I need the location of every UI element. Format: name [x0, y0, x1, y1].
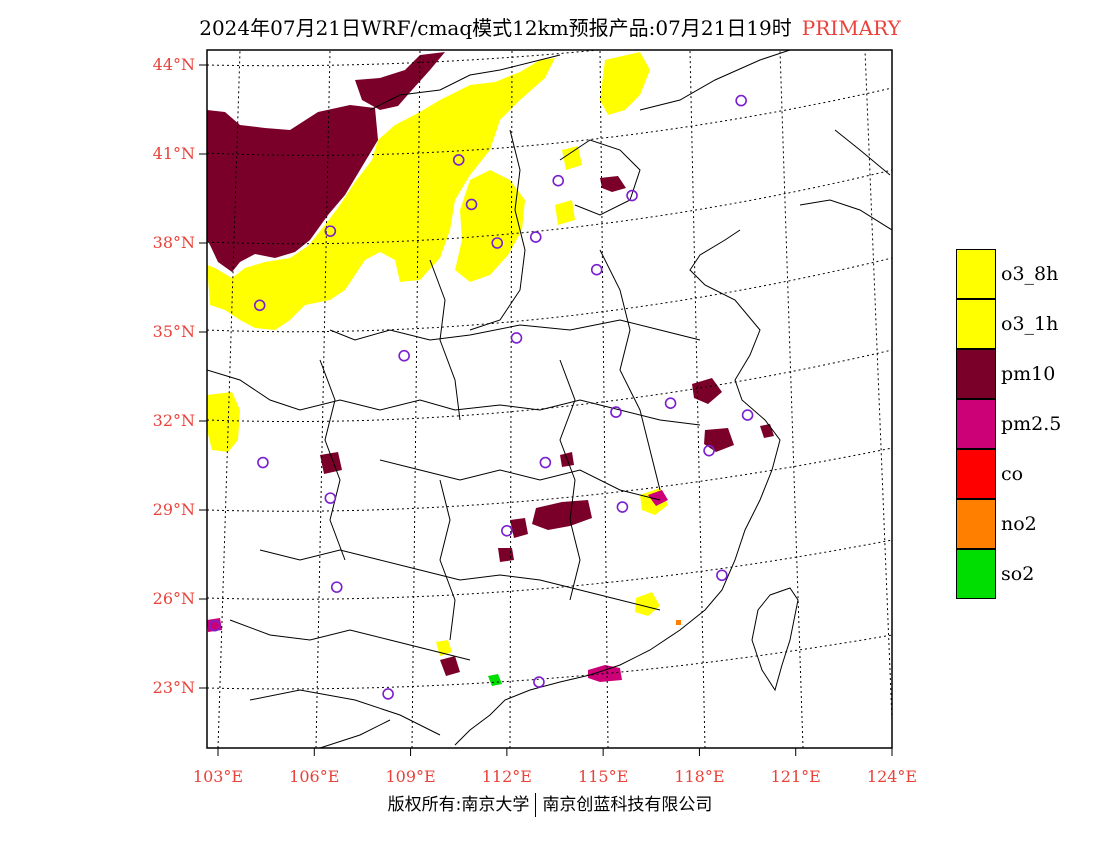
lat-label: 38°N	[153, 233, 195, 252]
copyright-company: 南京创蓝科技有限公司	[542, 795, 713, 815]
station-marker	[741, 409, 754, 421]
legend-label: no2	[1001, 513, 1037, 535]
station-marker	[616, 501, 629, 513]
lon-label: 109°E	[385, 767, 435, 786]
legend-swatch	[956, 449, 996, 499]
lat-label: 26°N	[153, 589, 195, 608]
legend-label: pm2.5	[1001, 413, 1062, 435]
legend-swatch	[956, 499, 996, 549]
station-marker	[735, 94, 747, 107]
lat-label: 41°N	[153, 144, 195, 163]
legend-swatch	[956, 299, 996, 349]
station-marker	[501, 524, 513, 537]
legend-label: pm10	[1001, 363, 1056, 385]
station-marker	[716, 569, 728, 582]
station-marker	[208, 619, 221, 632]
title-tag: PRIMARY	[801, 16, 901, 40]
lat-label: 23°N	[153, 678, 195, 697]
lon-label: 103°E	[193, 767, 243, 786]
station-marker	[529, 231, 542, 243]
station-marker	[253, 299, 266, 312]
station-marker	[465, 198, 478, 211]
legend-label: o3_1h	[1001, 313, 1059, 335]
legend-label: o3_8h	[1001, 263, 1059, 285]
latitude-axis: 44°N 41°N 38°N 35°N 32°N 29°N 26°N 23°N	[153, 55, 207, 697]
footer-separator	[535, 793, 537, 817]
station-markers	[208, 94, 754, 700]
station-marker	[533, 676, 545, 688]
lon-label: 118°E	[674, 767, 724, 786]
station-marker	[539, 456, 552, 469]
pm25-spots	[207, 490, 668, 682]
longitude-gridlines	[217, 50, 892, 748]
copyright-owner: 版权所有:南京大学	[387, 795, 530, 815]
pm-spots	[320, 176, 774, 676]
lat-label: 35°N	[153, 322, 195, 341]
boundaries	[207, 50, 892, 748]
legend-swatch	[956, 549, 996, 599]
so2-spot	[488, 674, 502, 686]
legend-swatch	[956, 349, 996, 399]
station-marker	[626, 189, 638, 202]
title-main: 2024年07月21日WRF/cmaq模式12km预报产品:07月21日19时	[199, 16, 792, 40]
legend-label: so2	[1001, 563, 1035, 585]
map-frame	[206, 49, 893, 749]
legend-label: co	[1001, 463, 1024, 485]
legend-swatch	[956, 399, 996, 449]
latitude-gridlines	[207, 50, 892, 690]
lat-label: 32°N	[153, 411, 195, 430]
station-marker	[452, 154, 465, 166]
legend-swatch	[956, 249, 996, 299]
pm10-plume-northwest	[207, 52, 445, 272]
copyright-footer: 版权所有:南京大学 南京创蓝科技有限公司	[0, 790, 1100, 817]
station-marker	[398, 349, 410, 362]
station-marker	[330, 581, 343, 593]
lon-label: 121°E	[771, 767, 821, 786]
station-marker	[703, 444, 715, 457]
station-marker	[664, 397, 677, 410]
station-marker	[590, 263, 603, 276]
station-marker	[610, 406, 622, 418]
lat-label: 29°N	[153, 500, 195, 519]
lon-label: 124°E	[867, 767, 917, 786]
station-marker	[491, 237, 504, 249]
station-marker	[257, 456, 269, 469]
lon-label: 106°E	[289, 767, 339, 786]
station-marker	[552, 174, 565, 187]
lat-label: 44°N	[153, 55, 195, 74]
station-marker	[324, 492, 337, 504]
lon-label: 112°E	[482, 767, 532, 786]
no2-spot	[676, 620, 681, 625]
station-marker	[510, 332, 523, 344]
station-marker	[324, 225, 337, 237]
o3-plume-north	[207, 52, 668, 656]
map-title: 2024年07月21日WRF/cmaq模式12km预报产品:07月21日19时 P…	[0, 12, 1100, 41]
station-marker	[382, 688, 394, 700]
lon-label: 115°E	[578, 767, 628, 786]
longitude-axis: 103°E 106°E 109°E 112°E 115°E 118°E 121°E 124°E	[193, 748, 917, 786]
